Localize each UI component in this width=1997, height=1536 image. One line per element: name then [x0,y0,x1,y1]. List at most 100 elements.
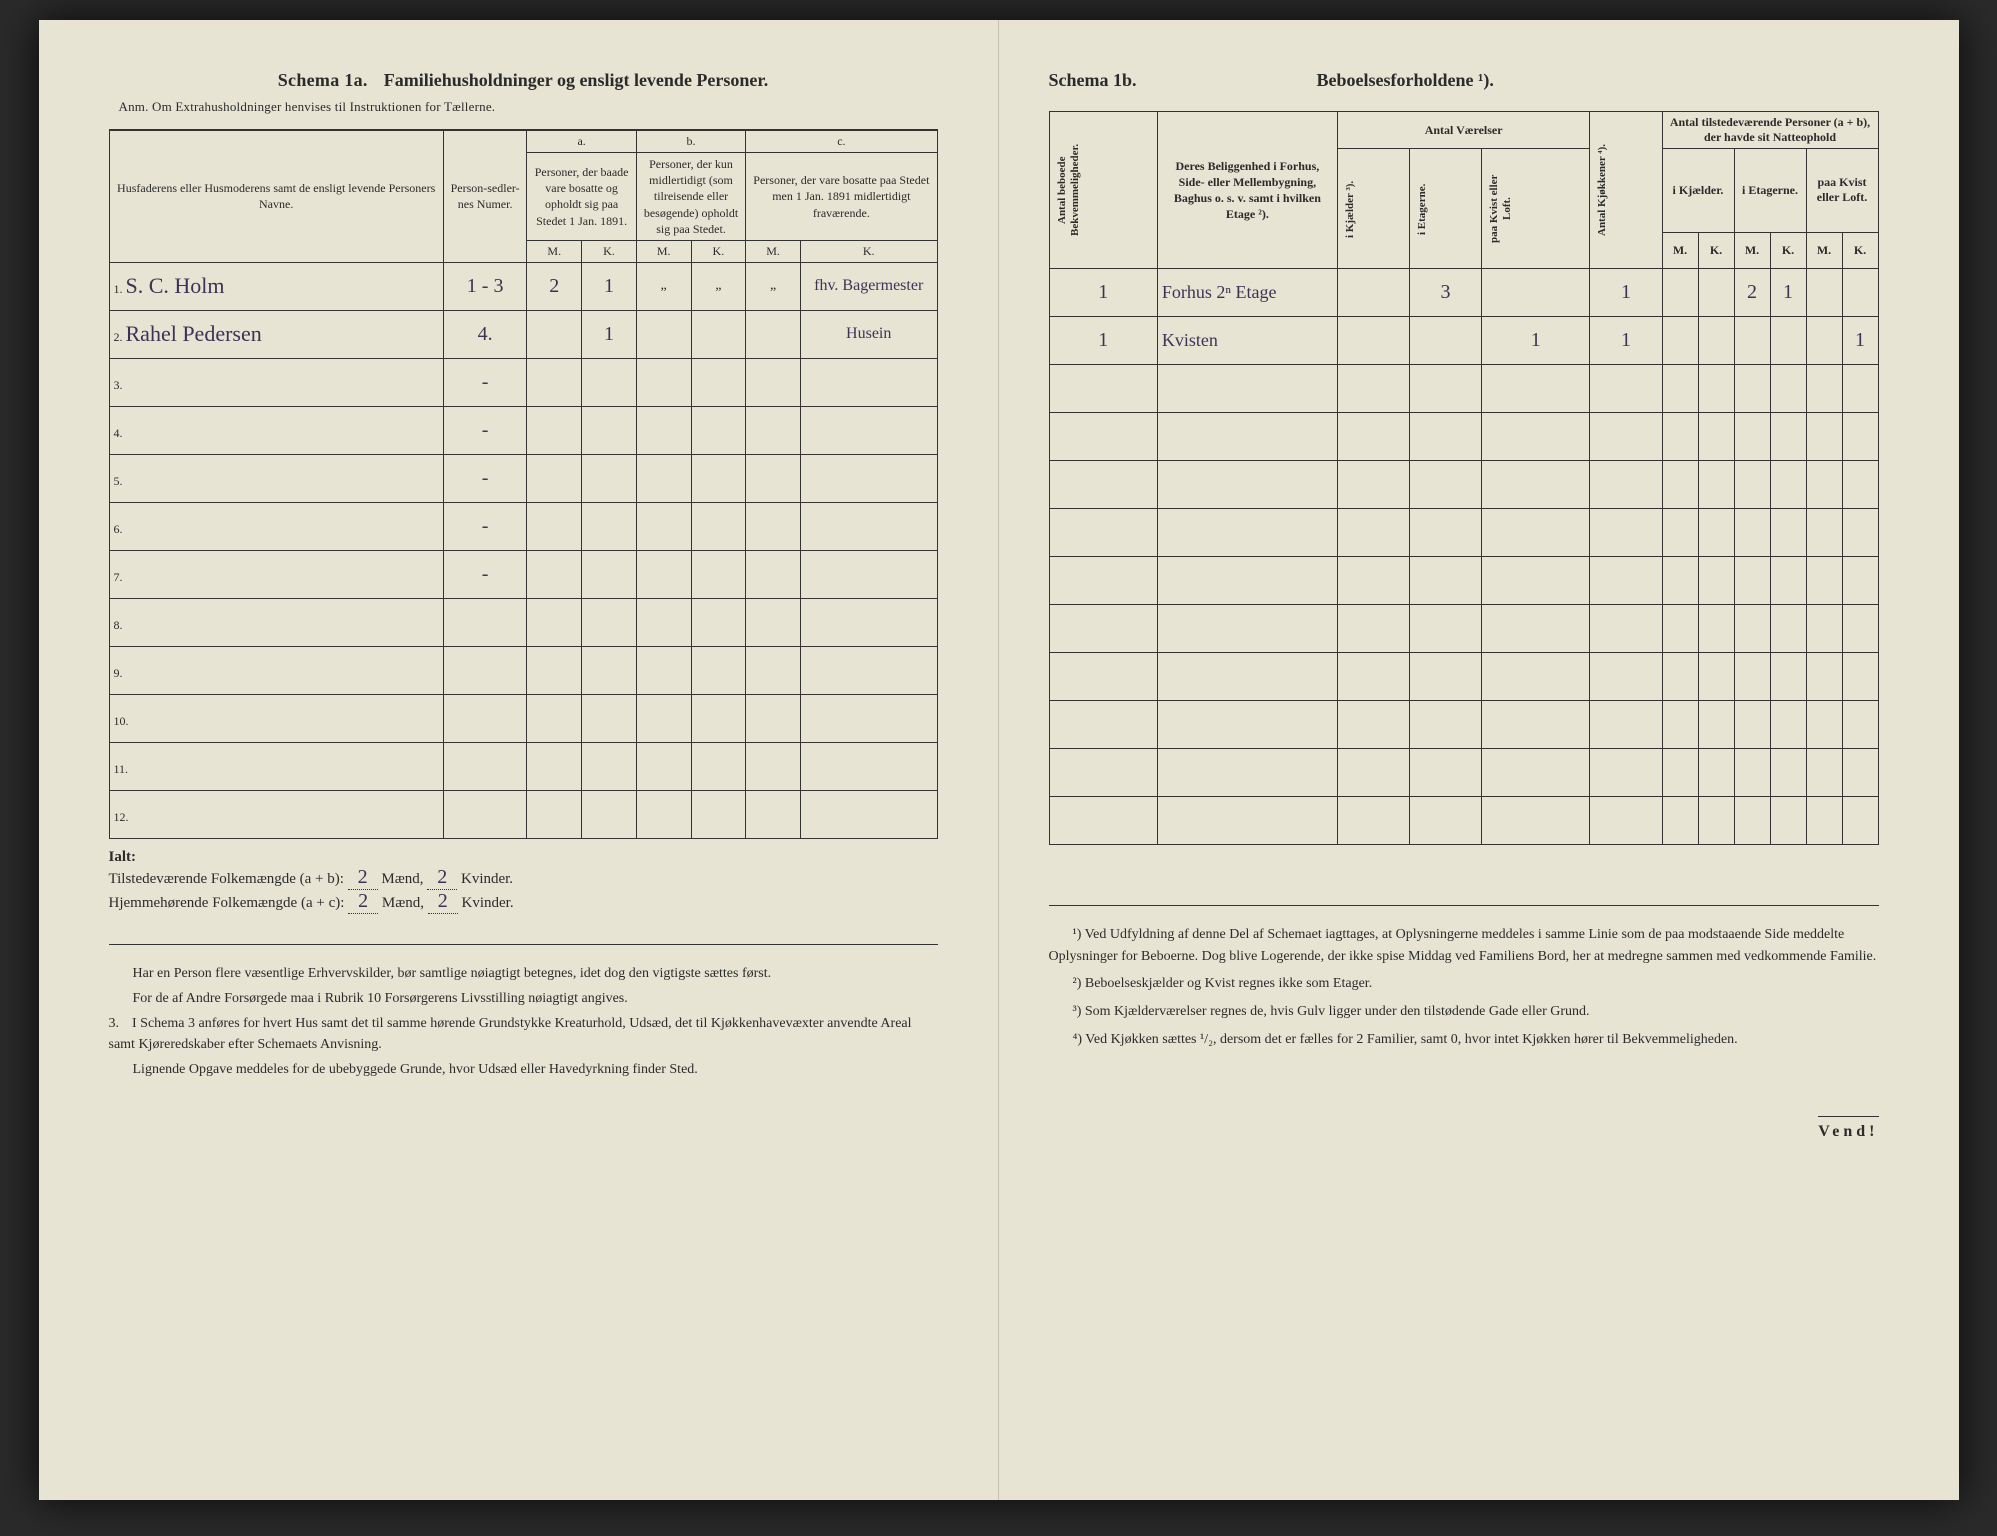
left-notes: Har en Person flere væsentlige Erhvervsk… [109,944,938,1080]
note-p3-body: I Schema 3 anføres for hvert Hus samt de… [109,1016,912,1052]
cell-name: 3. [109,358,443,406]
cell-bk [691,454,746,502]
hdr-mk: M. [1734,232,1770,268]
cell-am [527,310,582,358]
hdr-kjokken: Antal Kjøkkener ⁴). [1590,112,1662,269]
cell-ak [582,454,637,502]
cell-etM: 2 [1734,269,1770,317]
cell-ak [582,742,637,790]
footnote-1: ¹) Ved Udfyldning af denne Del af Schema… [1049,924,1879,967]
note-p4: Lignende Opgave meddeles for de ubebygge… [109,1059,938,1080]
cell-bk [691,310,746,358]
schema-1b-table: Antal beboede Bekvemmeligheder. Deres Be… [1049,111,1879,845]
cell-cm [746,406,801,454]
cell-am: 2 [527,262,582,310]
hdr-c-text: Personer, der vare bosatte paa Stedet me… [746,153,937,241]
cell-kjM [1662,269,1698,317]
hdr-mk: K. [1842,232,1878,268]
hdr-a-k: K. [582,240,637,262]
cell-kv: 1 [1482,317,1590,365]
cell-cm [746,550,801,598]
table-row: 3. - [109,358,937,406]
cell-cm [746,790,801,838]
cell-cm [746,646,801,694]
cell-name: 2. Rahel Pedersen [109,310,443,358]
cell-num [443,790,527,838]
cell-name: 4. [109,406,443,454]
cell-bm [636,406,691,454]
hdr-personnum: Person-sedler-nes Numer. [443,131,527,263]
tilstede-label: Tilstedeværende Folkemængde (a + b): [109,871,348,887]
table-row-empty [1049,413,1878,461]
schema-1a-subtitle: Familiehusholdninger og ensligt levende … [384,70,769,90]
cell-am [527,742,582,790]
hdr-pers-kjael: i Kjælder. [1662,149,1734,233]
cell-ak: 1 [582,310,637,358]
cell-am [527,550,582,598]
hdr-mk: M. [1662,232,1698,268]
cell-kjK [1698,317,1734,365]
cell-kj [1337,317,1409,365]
left-page: Schema 1a. Familiehusholdninger og ensli… [39,20,999,1500]
ialt-label: Ialt: [109,849,137,865]
cell-bk [691,598,746,646]
table-row-empty [1049,365,1878,413]
table-row-empty [1049,797,1878,845]
cell-etM [1734,317,1770,365]
hdr-antal-pers: Antal tilstedeværende Personer (a + b), … [1662,112,1878,149]
left-title: Schema 1a. Familiehusholdninger og ensli… [109,70,938,91]
cell-am [527,406,582,454]
table-row-empty [1049,461,1878,509]
cell-ck [800,502,937,550]
cell-num: - [443,502,527,550]
hdr-bekv: Antal beboede Bekvemmeligheder. [1049,112,1157,269]
table-row: 1Kvisten111 [1049,317,1878,365]
hjemme-k: 2 [428,890,458,914]
cell-ck [800,406,937,454]
cell-kv [1482,269,1590,317]
cell-ck [800,742,937,790]
cell-num: 4. [443,310,527,358]
hdr-ietag-text: i Etagerne. [1414,164,1431,254]
table-row-empty [1049,701,1878,749]
cell-n: 1 [1049,317,1157,365]
schema-1a-table: Husfaderens eller Husmoderens samt de en… [109,130,938,839]
hdr-mk: M. [1806,232,1842,268]
hdr-c-m: M. [746,240,801,262]
cell-cm [746,598,801,646]
table-row-empty [1049,749,1878,797]
cell-cm [746,310,801,358]
cell-bm [636,550,691,598]
cell-cm [746,742,801,790]
table-row: 7. - [109,550,937,598]
cell-desc: Forhus 2ⁿ Etage [1157,269,1337,317]
cell-ck: Husein [800,310,937,358]
table-row: 10. [109,694,937,742]
kvinder-1: Kvinder. [461,871,513,887]
table-row: 6. - [109,502,937,550]
cell-num: - [443,358,527,406]
cell-num: 1 - 3 [443,262,527,310]
cell-ck: fhv. Bagermester [800,262,937,310]
cell-bm [636,358,691,406]
hdr-a-label: a. [527,131,636,153]
cell-am [527,598,582,646]
cell-desc: Kvisten [1157,317,1337,365]
table-row-empty [1049,557,1878,605]
hdr-ikjaelder: i Kjælder ³). [1337,149,1409,269]
cell-am [527,646,582,694]
hdr-beligg: Deres Beliggenhed i Forhus, Side- eller … [1157,112,1337,269]
cell-ak [582,550,637,598]
cell-bk [691,550,746,598]
cell-et [1409,317,1481,365]
cell-name: 12. [109,790,443,838]
hdr-kvist-text: paa Kvist eller Loft. [1486,164,1516,254]
maend-2: Mænd, [382,895,428,911]
cell-bk [691,742,746,790]
cell-cm [746,694,801,742]
cell-num [443,742,527,790]
right-title: Schema 1b. Beboelsesforholdene ¹). [1049,70,1879,91]
cell-bk [691,406,746,454]
cell-kvM [1806,317,1842,365]
table-row-empty [1049,605,1878,653]
